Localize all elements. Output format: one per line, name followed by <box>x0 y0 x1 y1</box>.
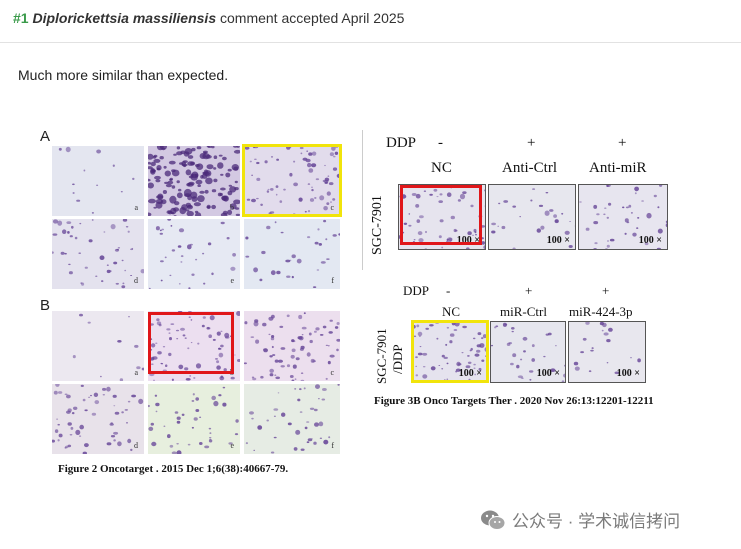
magnification-label: 100 × <box>638 235 662 246</box>
treatment-sign: + <box>525 283 533 298</box>
micrograph-tile: 100 × <box>568 321 646 383</box>
magnification-label: 100 × <box>616 368 640 379</box>
group-label: Anti-Ctrl <box>502 160 557 176</box>
header-line: #1 Diplorickettsia massiliensis comment … <box>13 10 404 26</box>
watermark: 公众号 · 学术诚信拷问 <box>480 507 680 532</box>
tile-label: f <box>331 276 334 285</box>
watermark-text: 公众号 · 学术诚信拷问 <box>512 512 681 531</box>
row-label: SGC-7901 <box>374 328 389 384</box>
micrograph-tile: e <box>148 219 240 289</box>
comment-status: comment accepted April 2025 <box>220 10 405 26</box>
tile-label: f <box>331 441 334 450</box>
micrograph-tile: c <box>244 146 340 216</box>
species-name[interactable]: Diplorickettsia massiliensis <box>32 10 217 26</box>
micrograph-tile: f <box>244 384 340 454</box>
micrograph-tile: d <box>52 219 144 289</box>
comment-header: #1 Diplorickettsia massiliensis comment … <box>0 0 741 43</box>
micrograph-tile: 100 × <box>398 184 486 250</box>
micrograph-tile: 100 × <box>412 321 488 383</box>
micrograph-tile: c <box>244 311 340 381</box>
micrograph-tile: a <box>52 311 144 381</box>
treatment-sign: + <box>618 135 627 151</box>
micrograph-tile: b <box>148 146 240 216</box>
tile-label: d <box>134 441 138 450</box>
micrograph-tile: 100 × <box>578 184 668 250</box>
tile-label: e <box>230 441 234 450</box>
figure-divider <box>362 130 363 270</box>
magnification-label: 100 × <box>456 235 480 246</box>
tile-label: c <box>330 368 334 377</box>
panel-label-b: B <box>40 297 51 314</box>
figure-left-caption: Figure 2 Oncotarget . 2015 Dec 1;6(38):4… <box>58 463 289 475</box>
figure-right-caption: Figure 3B Onco Targets Ther . 2020 Nov 2… <box>374 395 654 407</box>
tile-label: b <box>230 203 234 212</box>
micrograph-tile: b <box>148 311 240 381</box>
micrograph-tile: f <box>244 219 340 289</box>
magnification-label: 100 × <box>458 368 482 379</box>
comment-text: Much more similar than expected. <box>18 67 229 83</box>
row-label: /DDP <box>390 344 405 374</box>
group-label: miR-424-3p <box>569 304 633 319</box>
tile-label: e <box>230 276 234 285</box>
magnification-label: 100 × <box>546 235 570 246</box>
group-label: miR-Ctrl <box>500 304 547 319</box>
group-label: Anti-miR <box>589 160 647 176</box>
ddp-label: DDP <box>403 283 430 298</box>
tile-label: a <box>134 203 138 212</box>
micrograph-tile: 100 × <box>490 321 566 383</box>
duplicate-highlight-red <box>148 312 234 374</box>
micrograph-tile: 100 × <box>488 184 576 250</box>
magnification-label: 100 × <box>536 368 560 379</box>
group-label: NC <box>442 304 461 319</box>
ddp-label: DDP <box>386 135 417 151</box>
comment-number: #1 <box>13 10 29 26</box>
tile-label: d <box>134 276 138 285</box>
duplicate-highlight-red <box>400 185 482 245</box>
micrograph-tile: a <box>52 146 144 216</box>
treatment-sign: + <box>527 135 536 151</box>
panel-label-a: A <box>40 128 51 145</box>
row-label: SGC-7901 <box>370 195 385 255</box>
treatment-sign: - <box>438 135 443 151</box>
duplicate-highlight-yellow <box>411 320 489 383</box>
micrograph-tile: e <box>148 384 240 454</box>
tile-label: a <box>134 368 138 377</box>
duplicate-highlight-yellow <box>242 144 342 217</box>
treatment-sign: + <box>602 283 610 298</box>
group-label: NC <box>431 160 452 176</box>
tile-label: c <box>330 203 334 212</box>
micrograph-tile: d <box>52 384 144 454</box>
treatment-sign: - <box>446 283 451 298</box>
wechat-icon <box>480 509 506 531</box>
